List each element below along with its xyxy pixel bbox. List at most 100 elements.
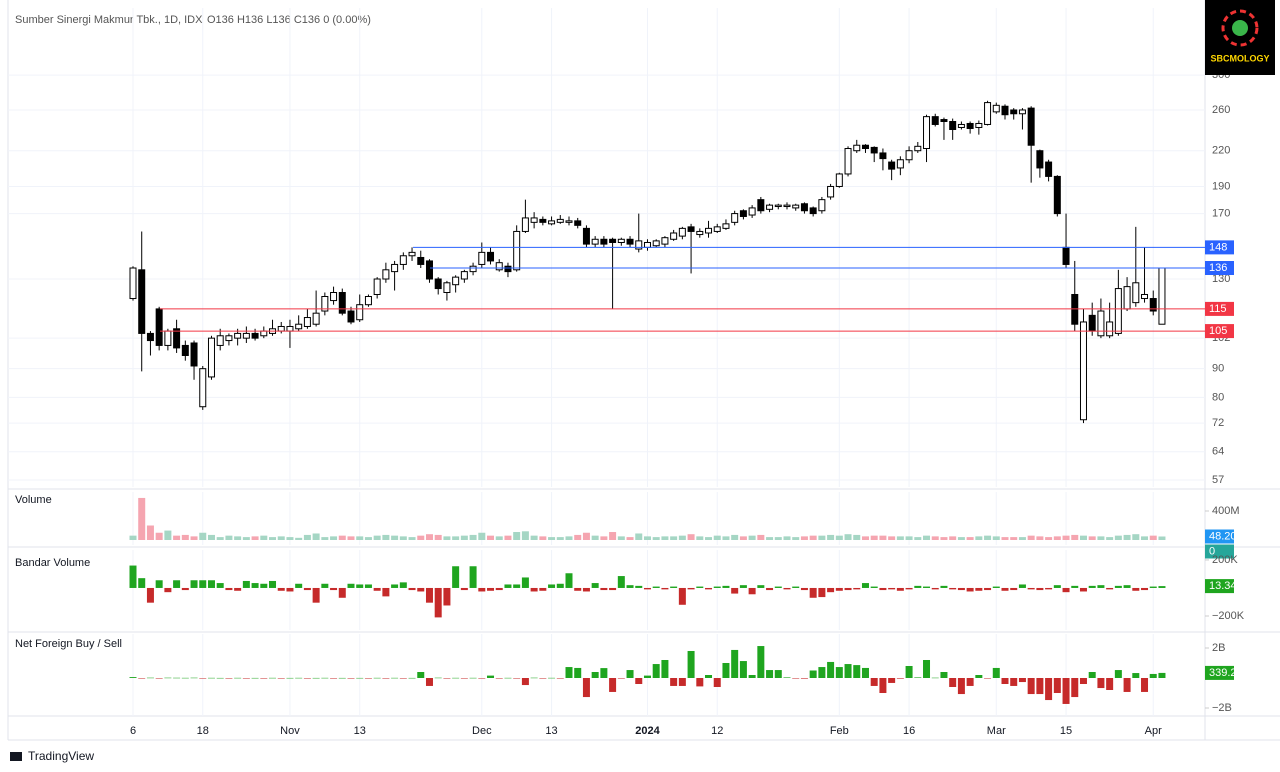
bar: [521, 577, 529, 588]
bar: [199, 580, 207, 588]
bar: [940, 585, 948, 588]
candle-body: [399, 255, 407, 265]
bar: [1010, 587, 1018, 591]
candle-body: [286, 325, 294, 332]
bar: [478, 532, 486, 540]
bar: [513, 532, 521, 540]
x-tick-label: 13: [354, 725, 366, 737]
bar: [835, 667, 843, 679]
bar: [661, 536, 669, 540]
y-tick-label: 130: [1212, 273, 1230, 285]
bar: [827, 661, 835, 679]
candle-body: [792, 204, 800, 209]
candle-body: [591, 238, 599, 245]
x-tick-label: 16: [903, 725, 915, 737]
candle-body: [338, 292, 346, 314]
candle-body: [1149, 298, 1157, 312]
candle-body: [408, 251, 416, 257]
bar: [722, 536, 730, 540]
y-tick-label: 90: [1212, 363, 1224, 375]
bar: [1141, 536, 1149, 540]
candle-body: [748, 207, 756, 216]
candle-body: [966, 122, 974, 129]
candle-body: [774, 204, 782, 208]
bar: [1045, 537, 1053, 540]
bar: [190, 580, 198, 588]
bar: [330, 678, 338, 679]
bar: [827, 534, 835, 540]
bar: [146, 525, 154, 540]
bar: [957, 678, 965, 695]
bar: [609, 587, 617, 591]
bar: [582, 678, 590, 698]
bar: [1053, 585, 1061, 588]
bar: [678, 587, 686, 605]
bar: [207, 580, 215, 588]
bar: [1149, 535, 1157, 540]
bar: [766, 587, 774, 591]
bar: [565, 667, 573, 679]
candle-body: [879, 152, 887, 160]
bar: [356, 584, 364, 588]
bar: [1123, 585, 1131, 588]
candle-body: [312, 312, 320, 325]
bar: [1018, 678, 1026, 683]
bar: [338, 535, 346, 540]
bar: [844, 587, 852, 591]
bar: [321, 583, 329, 588]
bar: [521, 531, 529, 540]
bar: [888, 587, 896, 590]
bar: [696, 586, 704, 588]
y-tick-label: 57: [1212, 474, 1224, 486]
bar: [713, 678, 721, 688]
bar: [129, 535, 137, 540]
bar: [1097, 585, 1105, 588]
bar: [635, 585, 643, 588]
bar: [722, 662, 730, 679]
bar: [975, 536, 983, 540]
bar: [783, 536, 791, 540]
bar: [896, 587, 904, 591]
bar: [1001, 537, 1009, 540]
bar: [1088, 536, 1096, 540]
x-tick-label: Dec: [472, 725, 492, 737]
candle-body: [783, 204, 791, 208]
bar: [155, 532, 163, 540]
bar: [1088, 585, 1096, 588]
bar: [530, 535, 538, 540]
bar: [539, 678, 547, 679]
bar: [1158, 672, 1166, 679]
candle-body: [1106, 321, 1114, 337]
price-badge: [1205, 529, 1234, 544]
candle-body: [609, 238, 617, 243]
bar: [1132, 534, 1140, 540]
candle-body: [757, 199, 765, 212]
bar: [957, 587, 965, 591]
bar: [1097, 536, 1105, 540]
bar: [792, 537, 800, 540]
bar: [138, 497, 146, 540]
bar: [626, 585, 634, 588]
y-tick-label: −200K: [1212, 610, 1245, 622]
candle-body: [652, 240, 660, 247]
candle-body: [600, 238, 608, 245]
candle-body: [731, 213, 739, 223]
price-badge: [1205, 324, 1234, 339]
candle-body: [1079, 321, 1087, 421]
bar: [914, 537, 922, 540]
bar: [338, 677, 346, 679]
bar: [391, 677, 399, 679]
bar: [888, 678, 896, 683]
candle-body: [574, 220, 582, 226]
bar: [1071, 678, 1079, 698]
bar: [242, 678, 250, 679]
bar: [1079, 535, 1087, 540]
bar: [783, 587, 791, 590]
bar: [487, 675, 495, 679]
candle-body: [975, 122, 983, 128]
bar: [731, 649, 739, 679]
bar: [556, 583, 564, 588]
bar: [216, 583, 224, 588]
bar: [460, 535, 468, 540]
